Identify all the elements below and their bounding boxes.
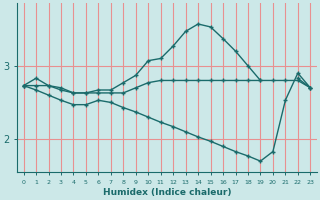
X-axis label: Humidex (Indice chaleur): Humidex (Indice chaleur) [103, 188, 231, 197]
